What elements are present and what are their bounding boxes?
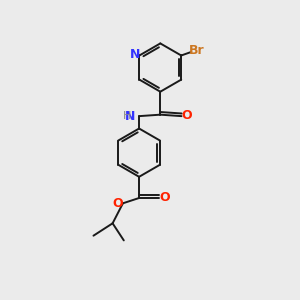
Text: O: O <box>112 197 123 210</box>
Text: O: O <box>182 109 192 122</box>
Text: Br: Br <box>189 44 204 57</box>
Text: O: O <box>159 191 170 205</box>
Text: N: N <box>125 110 136 123</box>
Text: N: N <box>130 47 140 61</box>
Text: H: H <box>123 111 131 121</box>
